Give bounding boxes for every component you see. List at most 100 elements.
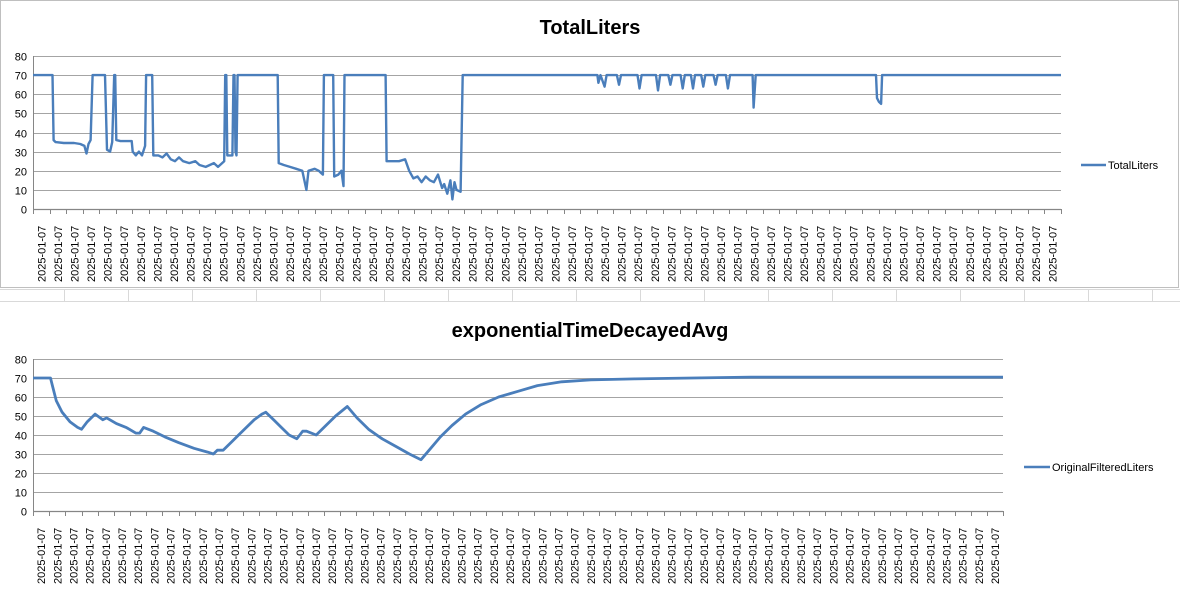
x-tick-label: 2025-01-07: [796, 528, 808, 584]
y-tick-label: 0: [21, 205, 27, 217]
y-tick-label: 10: [15, 186, 27, 198]
y-tick-label: 80: [15, 355, 27, 367]
x-tick-label: 2025-01-07: [764, 528, 776, 584]
x-tick-label: 2025-01-07: [136, 226, 148, 282]
y-tick-label: 70: [15, 71, 27, 83]
x-tick-label: 2025-01-07: [617, 226, 629, 282]
x-tick-label: 2025-01-07: [246, 528, 258, 584]
spreadsheet-grid-strip: [0, 289, 1180, 302]
x-tick-label: 2025-01-07: [101, 528, 113, 584]
x-tick-label: 2025-01-07: [392, 528, 404, 584]
legend: TotalLiters: [1081, 160, 1159, 172]
x-tick-label: 2025-01-07: [749, 226, 761, 282]
x-tick-label: 2025-01-07: [780, 528, 792, 584]
x-tick-label: 2025-01-07: [103, 226, 115, 282]
x-tick-label: 2025-01-07: [700, 226, 712, 282]
x-tick-label: 2025-01-07: [586, 528, 598, 584]
x-tick-label: 2025-01-07: [327, 528, 339, 584]
x-tick-label: 2025-01-07: [537, 528, 549, 584]
series-line-total-liters: [33, 73, 1061, 201]
x-tick-label: 2025-01-07: [484, 226, 496, 282]
x-tick-label: 2025-01-07: [812, 528, 824, 584]
x-tick-label: 2025-01-07: [699, 528, 711, 584]
x-tick-label: 2025-01-07: [1015, 226, 1027, 282]
x-tick-label: 2025-01-07: [182, 528, 194, 584]
x-tick-label: 2025-01-07: [650, 226, 662, 282]
x-tick-label: 2025-01-07: [683, 226, 695, 282]
x-tick-label: 2025-01-07: [36, 226, 48, 282]
x-axis-ticks: 2025-01-07 2025-01-07 2025-01-07 2025-01-07…: [33, 511, 1004, 584]
x-tick-label: 2025-01-07: [311, 528, 323, 584]
x-tick-label: 2025-01-07: [424, 528, 436, 584]
x-tick-label: 2025-01-07: [849, 226, 861, 282]
x-tick-label: 2025-01-07: [733, 226, 745, 282]
x-tick-label: 2025-01-07: [634, 528, 646, 584]
x-tick-label: 2025-01-07: [583, 226, 595, 282]
x-tick-label: 2025-01-07: [948, 226, 960, 282]
x-tick-label: 2025-01-07: [958, 528, 970, 584]
x-tick-label: 2025-01-07: [747, 528, 759, 584]
y-tick-label: 30: [15, 450, 27, 462]
x-tick-label: 2025-01-07: [925, 528, 937, 584]
x-tick-label: 2025-01-07: [882, 226, 894, 282]
x-tick-label: 2025-01-07: [384, 226, 396, 282]
y-tick-label: 10: [15, 488, 27, 500]
x-tick-label: 2025-01-07: [230, 528, 242, 584]
x-tick-label: 2025-01-07: [716, 226, 728, 282]
y-tick-label: 40: [15, 431, 27, 443]
x-tick-label: 2025-01-07: [418, 226, 430, 282]
x-tick-label: 2025-01-07: [473, 528, 485, 584]
x-tick-label: 2025-01-07: [553, 528, 565, 584]
x-tick-label: 2025-01-07: [618, 528, 630, 584]
x-tick-label: 2025-01-07: [683, 528, 695, 584]
x-tick-label: 2025-01-07: [861, 528, 873, 584]
x-tick-label: 2025-01-07: [133, 528, 145, 584]
x-tick-label: 2025-01-07: [69, 226, 81, 282]
x-tick-label: 2025-01-07: [451, 226, 463, 282]
x-tick-label: 2025-01-07: [149, 528, 161, 584]
x-tick-label: 2025-01-07: [68, 528, 80, 584]
x-tick-label: 2025-01-07: [152, 226, 164, 282]
chart-title: TotalLiters: [540, 17, 641, 39]
x-tick-label: 2025-01-07: [666, 226, 678, 282]
legend-label: OriginalFilteredLiters: [1052, 462, 1154, 474]
chart-title: exponentialTimeDecayedAvg: [452, 320, 729, 342]
x-tick-label: 2025-01-07: [799, 226, 811, 282]
y-tick-label: 50: [15, 109, 27, 121]
x-tick-label: 2025-01-07: [456, 528, 468, 584]
x-tick-label: 2025-01-07: [965, 226, 977, 282]
x-axis-ticks: 2025-01-07 2025-01-07 2025-01-07 2025-01-07…: [33, 209, 1062, 282]
x-tick-label: 2025-01-07: [318, 226, 330, 282]
x-tick-label: 2025-01-07: [467, 226, 479, 282]
x-tick-label: 2025-01-07: [279, 528, 291, 584]
x-tick-label: 2025-01-07: [600, 226, 612, 282]
x-tick-label: 2025-01-07: [915, 226, 927, 282]
y-axis-ticks: 0 10 20 30 40 50 60 70 80: [15, 355, 27, 519]
x-tick-label: 2025-01-07: [117, 528, 129, 584]
x-tick-label: 2025-01-07: [219, 226, 231, 282]
gridlines: [33, 56, 1061, 211]
x-tick-label: 2025-01-07: [782, 226, 794, 282]
x-tick-label: 2025-01-07: [1031, 226, 1043, 282]
x-tick-label: 2025-01-07: [828, 528, 840, 584]
x-tick-label: 2025-01-07: [731, 528, 743, 584]
y-tick-label: 50: [15, 412, 27, 424]
y-tick-label: 20: [15, 167, 27, 179]
y-tick-label: 80: [15, 52, 27, 64]
x-tick-label: 2025-01-07: [633, 226, 645, 282]
x-tick-label: 2025-01-07: [941, 528, 953, 584]
x-tick-label: 2025-01-07: [550, 226, 562, 282]
x-tick-label: 2025-01-07: [844, 528, 856, 584]
x-tick-label: 2025-01-07: [295, 528, 307, 584]
x-tick-label: 2025-01-07: [235, 226, 247, 282]
x-tick-label: 2025-01-07: [302, 226, 314, 282]
x-tick-label: 2025-01-07: [893, 528, 905, 584]
x-tick-label: 2025-01-07: [335, 226, 347, 282]
x-tick-label: 2025-01-07: [198, 528, 210, 584]
x-tick-label: 2025-01-07: [865, 226, 877, 282]
x-tick-label: 2025-01-07: [86, 226, 98, 282]
x-tick-label: 2025-01-07: [36, 528, 48, 584]
x-tick-label: 2025-01-07: [981, 226, 993, 282]
x-tick-label: 2025-01-07: [401, 226, 413, 282]
